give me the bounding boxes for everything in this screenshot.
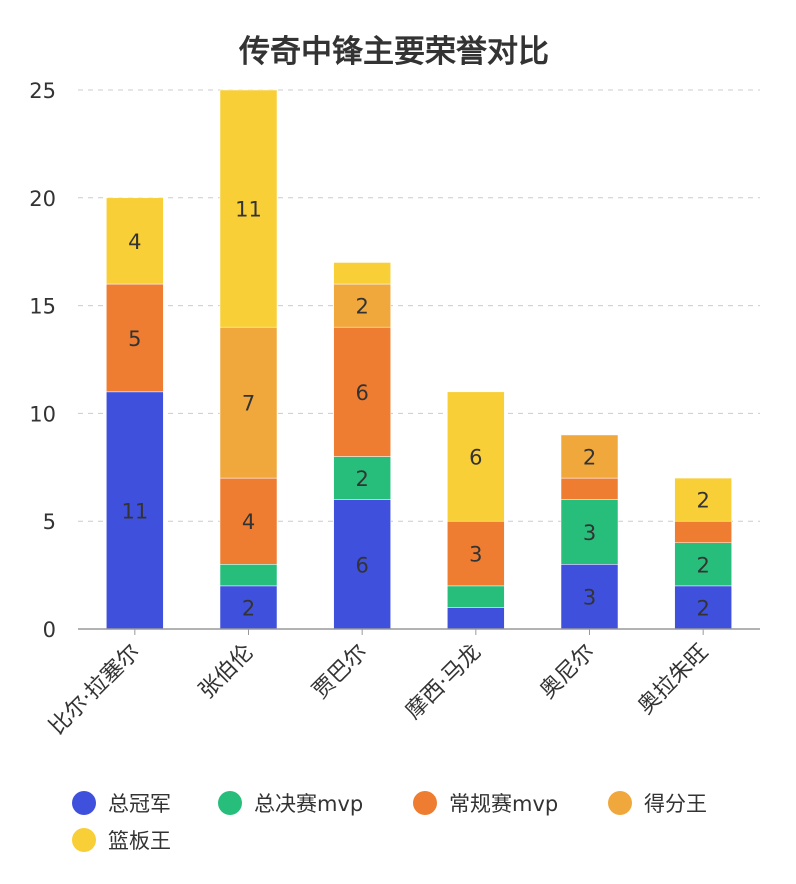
bar-segment [560,477,619,500]
bar-segment [219,585,278,630]
bar-segment [560,564,619,630]
x-tick-label: 比尔·拉塞尔 [45,640,145,740]
x-tick-label: 张伯伦 [194,640,258,704]
y-tick-label: 15 [29,295,56,319]
data-label: 6 [355,553,368,577]
y-tick-label: 20 [29,187,56,211]
bar-segment [447,607,505,630]
legend-marker [413,791,437,815]
bar-segment [333,456,391,500]
legend-label: 总冠军 [108,792,171,816]
data-label: 3 [469,543,482,567]
bar-segment [219,564,278,587]
data-label: 2 [242,596,255,620]
y-axis: 0 5 10 15 20 25 [29,79,56,642]
x-tick-label: 奥尼尔 [535,640,599,704]
bar-segment [674,542,732,587]
chart-title: 传奇中锋主要荣誉对比 [238,34,549,70]
data-label: 2 [583,446,596,470]
data-label: 6 [355,381,368,405]
data-label: 2 [355,467,368,491]
legend-marker [72,791,96,815]
y-tick-label: 5 [43,510,56,534]
bar-segment [674,477,732,522]
bar-segment [333,262,391,285]
legend-marker [218,791,242,815]
bars: 11 5 4 2 4 7 11 6 2 6 2 3 6 3 3 2 2 2 2 [106,89,732,630]
data-label: 4 [128,230,141,254]
data-label: 3 [583,521,596,545]
y-tick-label: 10 [29,402,56,426]
data-label: 2 [696,489,709,513]
legend-marker [72,828,96,852]
data-label: 2 [355,295,368,319]
x-tick-label: 摩西·马龙 [401,640,486,725]
grid [78,89,760,522]
data-label: 11 [235,198,262,222]
bar-segment [674,520,732,544]
legend-label: 篮板王 [108,829,171,853]
bar-segment [560,434,619,479]
legend-label: 总决赛mvp [254,792,363,816]
legend-label: 得分王 [644,792,707,816]
data-label: 3 [583,586,596,610]
bar-segment [106,391,164,630]
data-label: 4 [242,510,255,534]
bar-segment [447,391,505,522]
legend-label: 常规赛mvp [449,792,558,816]
y-tick-label: 25 [29,79,56,103]
bar-segment [219,89,278,328]
data-label: 7 [242,392,255,416]
bar-segment [106,197,164,285]
data-label: 6 [469,446,482,470]
x-tick-label: 奥拉朱旺 [633,640,713,720]
data-label: 11 [121,499,148,523]
data-label: 2 [696,553,709,577]
bar-segment [106,283,164,393]
bar-segment [447,520,505,587]
bar-segment [447,585,505,608]
x-tick-label: 贾巴尔 [308,640,372,704]
bar-segment [560,499,619,565]
data-label: 2 [696,596,709,620]
bar-segment [333,326,391,457]
y-tick-label: 0 [43,618,56,642]
data-label: 5 [128,327,141,351]
legend-marker [608,791,632,815]
x-axis: 比尔·拉塞尔 张伯伦 贾巴尔 摩西·马龙 奥尼尔 奥拉朱旺 [45,628,760,740]
